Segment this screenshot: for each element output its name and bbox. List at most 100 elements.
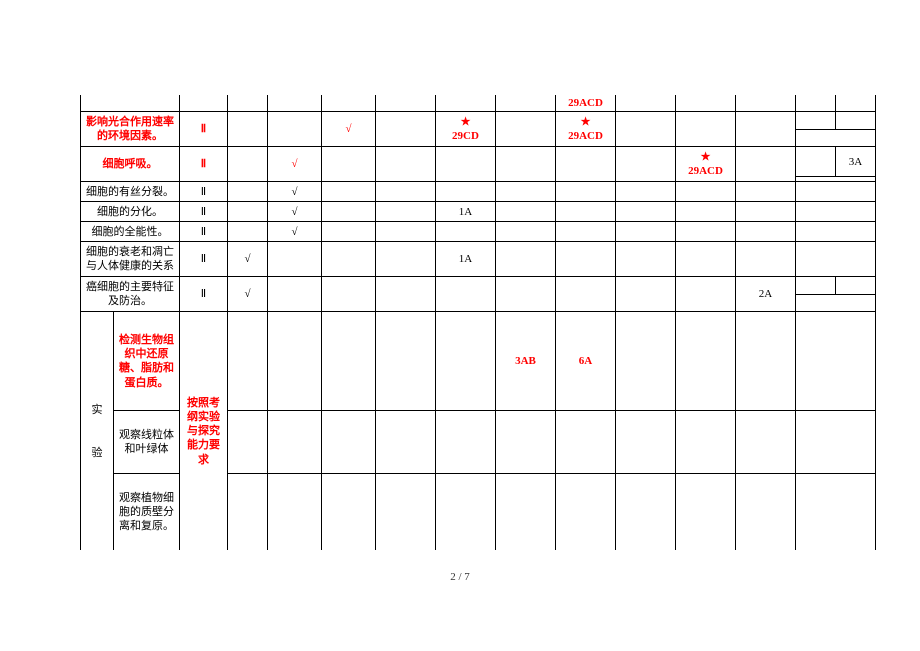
table-cell [496, 202, 556, 222]
table-row: 癌细胞的主要特征及防治。Ⅱ√2A [81, 277, 876, 295]
table-cell [736, 147, 796, 182]
table-cell [322, 95, 376, 112]
table-cell [616, 112, 676, 147]
table-cell [796, 112, 836, 130]
table-cell [436, 411, 496, 474]
table-row: 细胞的全能性。Ⅱ√ [81, 222, 876, 242]
table-cell [796, 95, 836, 112]
table-cell [268, 277, 322, 312]
table-cell [796, 411, 876, 474]
table-cell [228, 147, 268, 182]
table-cell [556, 147, 616, 182]
table-cell [322, 312, 376, 411]
table-cell [836, 112, 876, 130]
table-cell [376, 222, 436, 242]
table-cell [322, 411, 376, 474]
table-cell [616, 277, 676, 312]
table-cell [736, 312, 796, 411]
table-cell: Ⅱ [180, 277, 228, 312]
table-cell [736, 202, 796, 222]
table-cell: 29ACD [556, 95, 616, 112]
table-cell [796, 474, 876, 551]
table-cell [616, 411, 676, 474]
table-cell [496, 411, 556, 474]
table-cell [736, 411, 796, 474]
table-cell [736, 95, 796, 112]
table-cell [436, 312, 496, 411]
table-cell [796, 129, 876, 147]
table-cell [228, 202, 268, 222]
table-cell [556, 182, 616, 202]
table-cell [616, 95, 676, 112]
table-cell: Ⅱ [180, 147, 228, 182]
table-cell [796, 202, 876, 222]
table-cell: Ⅱ [180, 242, 228, 277]
table-cell [436, 95, 496, 112]
table-cell [676, 277, 736, 312]
table-cell [268, 95, 322, 112]
table-cell: 检测生物组织中还原糖、脂肪和蛋白质。 [114, 312, 180, 411]
table-row: 细胞的衰老和凋亡与人体健康的关系Ⅱ√1A [81, 242, 876, 277]
table-cell [322, 242, 376, 277]
table-cell: 3AB [496, 312, 556, 411]
table-row: 细胞呼吸。Ⅱ√★29ACD3A [81, 147, 876, 177]
table-cell [676, 95, 736, 112]
table-cell: Ⅱ [180, 222, 228, 242]
table-cell [736, 182, 796, 202]
table-cell: √ [322, 112, 376, 147]
table-cell [616, 312, 676, 411]
page-container: 29ACD影响光合作用速率的环境因素。Ⅱ√★29CD★29ACD细胞呼吸。Ⅱ√★… [0, 0, 920, 651]
table-cell [228, 182, 268, 202]
table-cell: 3A [836, 147, 876, 177]
table-cell [376, 242, 436, 277]
table-cell: √ [268, 222, 322, 242]
table-cell [676, 411, 736, 474]
page-footer: 2 / 7 [0, 571, 920, 583]
table-cell [322, 277, 376, 312]
table-cell [616, 182, 676, 202]
table-cell [322, 474, 376, 551]
table-cell: ★29CD [436, 112, 496, 147]
table-cell: √ [268, 182, 322, 202]
table-cell [676, 202, 736, 222]
table-cell: 1A [436, 242, 496, 277]
table-cell [228, 312, 268, 411]
table-cell [796, 294, 876, 312]
table-cell [496, 95, 556, 112]
table-cell [322, 202, 376, 222]
table-cell: 1A [436, 202, 496, 222]
table-cell [436, 147, 496, 182]
table-cell [616, 147, 676, 182]
table-cell: Ⅱ [180, 202, 228, 222]
table-cell [228, 222, 268, 242]
table-cell [796, 277, 836, 295]
table-cell [376, 182, 436, 202]
table-cell [836, 277, 876, 295]
table-cell [376, 202, 436, 222]
table-row: 影响光合作用速率的环境因素。Ⅱ√★29CD★29ACD [81, 112, 876, 130]
table-cell [376, 112, 436, 147]
table-cell [228, 411, 268, 474]
table-cell [376, 147, 436, 182]
table-cell [496, 474, 556, 551]
table-cell: 细胞呼吸。 [81, 147, 180, 182]
table-cell [736, 474, 796, 551]
table-cell [268, 411, 322, 474]
table-cell [736, 242, 796, 277]
table-cell [496, 112, 556, 147]
table-row: 细胞的分化。Ⅱ√1A [81, 202, 876, 222]
table-cell: Ⅱ [180, 112, 228, 147]
table-cell [556, 411, 616, 474]
table-cell [496, 147, 556, 182]
table-cell [268, 312, 322, 411]
table-cell [796, 182, 876, 202]
table-cell [676, 474, 736, 551]
table-cell: √ [228, 277, 268, 312]
table-row: 29ACD [81, 95, 876, 112]
table-cell: 按照考纲实验与探究能力要求 [180, 312, 228, 551]
table-cell [496, 182, 556, 202]
table-cell [322, 222, 376, 242]
table-cell: Ⅱ [180, 182, 228, 202]
table-cell [496, 242, 556, 277]
table-cell [616, 474, 676, 551]
